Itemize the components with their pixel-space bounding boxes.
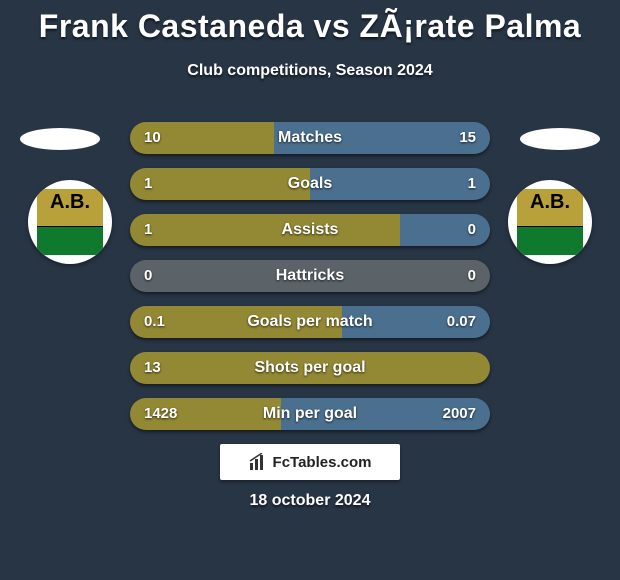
club-badge-left: A.B. <box>28 180 112 264</box>
page-title: Frank Castaneda vs ZÃ¡rate Palma <box>0 8 620 45</box>
stat-row: 0.10.07Goals per match <box>130 306 490 338</box>
badge-label: A.B. <box>50 191 90 214</box>
stat-label: Goals per match <box>130 306 490 338</box>
halo-right <box>520 128 600 150</box>
stat-row: 00Hattricks <box>130 260 490 292</box>
comparison-card: Frank Castaneda vs ZÃ¡rate Palma Club co… <box>0 0 620 580</box>
badge-bottom <box>37 227 103 255</box>
stat-row: 13Shots per goal <box>130 352 490 384</box>
footer-date: 18 october 2024 <box>0 492 620 510</box>
stat-row: 1015Matches <box>130 122 490 154</box>
stat-label: Shots per goal <box>130 352 490 384</box>
badge-top: A.B. <box>37 189 103 227</box>
stat-label: Goals <box>130 168 490 200</box>
stat-label: Matches <box>130 122 490 154</box>
brand-text: FcTables.com <box>273 454 372 471</box>
badge-bottom <box>517 227 583 255</box>
club-badge-right: A.B. <box>508 180 592 264</box>
badge-top: A.B. <box>517 189 583 227</box>
halo-left <box>20 128 100 150</box>
brand-logo: FcTables.com <box>220 444 400 480</box>
stat-row: 14282007Min per goal <box>130 398 490 430</box>
badge-shield: A.B. <box>37 189 103 255</box>
stat-row: 10Assists <box>130 214 490 246</box>
chart-icon <box>249 453 267 471</box>
badge-shield: A.B. <box>517 189 583 255</box>
stat-label: Hattricks <box>130 260 490 292</box>
badge-label: A.B. <box>530 191 570 214</box>
stat-label: Assists <box>130 214 490 246</box>
stats-bars: 1015Matches 11Goals 10Assists 00Hattricks 0.… <box>130 122 490 444</box>
stat-label: Min per goal <box>130 398 490 430</box>
subtitle: Club competitions, Season 2024 <box>0 62 620 80</box>
stat-row: 11Goals <box>130 168 490 200</box>
